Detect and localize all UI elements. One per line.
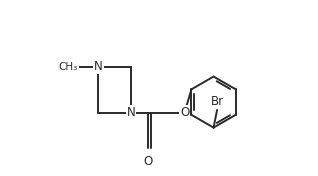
Text: Br: Br bbox=[211, 95, 224, 108]
Text: O: O bbox=[144, 155, 153, 168]
Text: N: N bbox=[94, 60, 103, 73]
Text: O: O bbox=[180, 106, 189, 119]
Text: CH₃: CH₃ bbox=[59, 62, 78, 72]
Text: N: N bbox=[127, 106, 135, 119]
